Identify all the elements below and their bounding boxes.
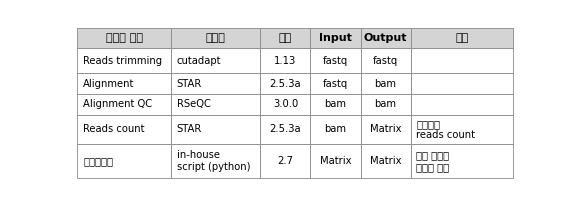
Text: bam: bam xyxy=(324,124,347,134)
Bar xyxy=(361,28,411,48)
Bar xyxy=(260,48,310,73)
Bar xyxy=(310,73,361,94)
Text: bam: bam xyxy=(324,99,347,109)
Text: Matrix: Matrix xyxy=(320,156,351,166)
Text: 2.5.3a: 2.5.3a xyxy=(270,124,301,134)
Text: cutadapt: cutadapt xyxy=(177,56,221,66)
Text: Matrix: Matrix xyxy=(370,124,401,134)
Text: 1.13: 1.13 xyxy=(274,56,297,66)
Text: fastq: fastq xyxy=(373,56,398,66)
Text: 최종 정규화
데이터 파일: 최종 정규화 데이터 파일 xyxy=(416,150,450,172)
Text: RSeQC: RSeQC xyxy=(177,99,211,109)
Text: 전처리 단계: 전처리 단계 xyxy=(105,33,143,43)
Bar xyxy=(310,28,361,48)
Bar xyxy=(171,48,260,73)
Text: bam: bam xyxy=(374,79,397,89)
Text: 유전자별
reads count: 유전자별 reads count xyxy=(416,119,475,140)
Bar xyxy=(411,73,513,94)
Bar xyxy=(171,144,260,178)
Bar xyxy=(361,94,411,115)
Bar xyxy=(361,48,411,73)
Bar xyxy=(310,94,361,115)
Bar xyxy=(260,94,310,115)
Text: bam: bam xyxy=(374,99,397,109)
Bar xyxy=(171,28,260,48)
Bar xyxy=(310,115,361,144)
Text: 분석툴: 분석툴 xyxy=(206,33,226,43)
Bar xyxy=(260,115,310,144)
Bar xyxy=(411,48,513,73)
Bar xyxy=(260,28,310,48)
Text: STAR: STAR xyxy=(177,124,202,134)
Bar xyxy=(361,115,411,144)
Bar xyxy=(361,144,411,178)
Bar xyxy=(310,144,361,178)
Bar xyxy=(411,94,513,115)
Bar xyxy=(77,73,171,94)
Text: fastq: fastq xyxy=(323,79,348,89)
Bar xyxy=(77,94,171,115)
Text: 파일정규화: 파일정규화 xyxy=(83,156,113,166)
Text: fastq: fastq xyxy=(323,56,348,66)
Text: Reads count: Reads count xyxy=(83,124,145,134)
Bar xyxy=(361,73,411,94)
Bar xyxy=(260,144,310,178)
Bar xyxy=(77,28,171,48)
Bar xyxy=(77,115,171,144)
Bar xyxy=(77,48,171,73)
Text: Input: Input xyxy=(319,33,352,43)
Text: 2.5.3a: 2.5.3a xyxy=(270,79,301,89)
Bar xyxy=(171,94,260,115)
Bar xyxy=(260,73,310,94)
Text: in-house
script (python): in-house script (python) xyxy=(177,150,251,172)
Text: Reads trimming: Reads trimming xyxy=(83,56,162,66)
Text: 2.7: 2.7 xyxy=(278,156,293,166)
Bar xyxy=(310,48,361,73)
Text: Alignment QC: Alignment QC xyxy=(83,99,152,109)
Text: STAR: STAR xyxy=(177,79,202,89)
Bar xyxy=(411,144,513,178)
Text: 비고: 비고 xyxy=(455,33,468,43)
Text: Alignment: Alignment xyxy=(83,79,135,89)
Bar xyxy=(171,115,260,144)
Bar xyxy=(77,144,171,178)
Text: Output: Output xyxy=(364,33,407,43)
Text: 3.0.0: 3.0.0 xyxy=(273,99,298,109)
Text: 버전: 버전 xyxy=(279,33,292,43)
Bar xyxy=(411,115,513,144)
Text: Matrix: Matrix xyxy=(370,156,401,166)
Bar xyxy=(411,28,513,48)
Bar xyxy=(171,73,260,94)
